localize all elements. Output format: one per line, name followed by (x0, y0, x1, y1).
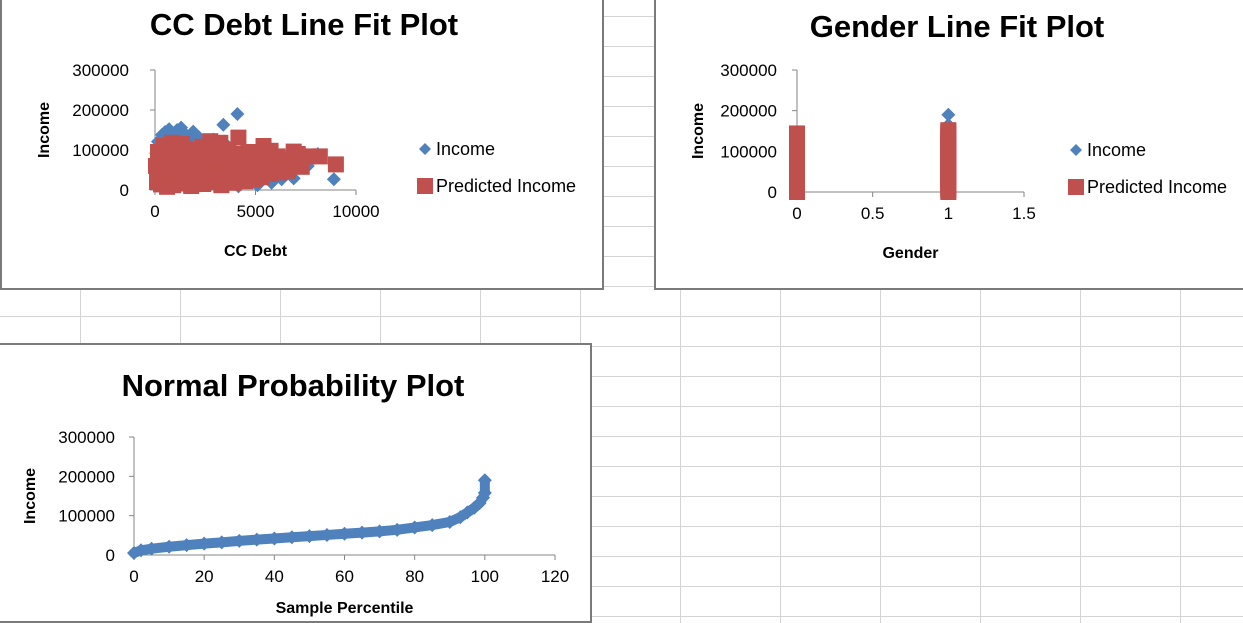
income-point (941, 107, 956, 122)
income-point (407, 520, 422, 535)
legend-entry-income: Income (1087, 140, 1146, 160)
income-point (319, 527, 334, 542)
x-axis-title: Sample Percentile (276, 600, 414, 617)
x-axis-title: CC Debt (224, 243, 288, 260)
y-tick-label: 300000 (72, 61, 129, 80)
cc-debt-chart: CC Debt Line Fit Plot3000002000001000000… (36, 7, 576, 260)
predicted-income-point (311, 148, 328, 165)
cc-debt-chart-panel[interactable]: CC Debt Line Fit Plot 300000 200000 100000 0… (0, 0, 604, 290)
legend-income-marker (1070, 144, 1082, 156)
y-tick-label: 100000 (720, 142, 777, 161)
x-tick-label: 0 (129, 567, 138, 586)
y-tick-label: 100000 (58, 507, 115, 526)
x-tick-label: 40 (265, 567, 284, 586)
x-tick-label: 5000 (237, 202, 275, 221)
x-tick-label: 10000 (332, 202, 379, 221)
gender-chart: Gender Line Fit Plot30000020000010000000… (690, 9, 1227, 262)
series-predicted-income (789, 122, 957, 200)
income-point (144, 541, 159, 556)
series-income (790, 107, 956, 197)
y-axis-title: Income (690, 103, 707, 159)
legend-predicted-income-marker (1068, 179, 1084, 195)
y-tick-label: 100000 (72, 141, 129, 160)
income-point (372, 524, 387, 539)
y-tick-label: 200000 (72, 101, 129, 120)
y-tick-label: 200000 (720, 102, 777, 121)
predicted-income-point (230, 129, 247, 146)
y-tick-label: 200000 (58, 467, 115, 486)
chart-title: CC Debt Line Fit Plot (150, 7, 458, 42)
plot-area (789, 107, 957, 200)
y-axis-title: Income (22, 468, 39, 524)
legend-entry-predicted-income: Predicted Income (436, 176, 576, 196)
y-tick-label: 0 (768, 183, 777, 202)
x-tick-label: 100 (471, 567, 499, 586)
gender-chart-panel[interactable]: Gender Line Fit Plot 300000 200000 100000 0 0… (654, 0, 1243, 290)
predicted-income-point (789, 125, 805, 142)
income-point (216, 117, 231, 132)
income-point (232, 533, 247, 548)
x-tick-label: 120 (541, 567, 569, 586)
income-point (477, 485, 492, 500)
income-point (453, 510, 468, 525)
x-tick-label: 0 (150, 202, 159, 221)
x-tick-label: 80 (405, 567, 424, 586)
x-axis-title: Gender (882, 245, 938, 262)
series-predicted-income (148, 129, 344, 195)
income-point (179, 538, 194, 553)
income-point (230, 107, 245, 121)
income-point (425, 518, 440, 533)
plot-area (127, 473, 492, 561)
y-tick-label: 300000 (58, 428, 115, 447)
income-point (214, 535, 229, 550)
income-point (390, 522, 405, 537)
income-point (326, 172, 341, 187)
legend-entry-predicted-income: Predicted Income (1087, 177, 1227, 197)
chart-title: Normal Probability Plot (122, 368, 465, 403)
y-tick-label: 300000 (720, 61, 777, 80)
income-point (355, 525, 370, 540)
income-point (127, 546, 141, 561)
legend-income-marker (419, 143, 431, 155)
predicted-income-point (279, 162, 296, 179)
x-tick-label: 60 (335, 567, 354, 586)
x-tick-label: 20 (195, 567, 214, 586)
plot-area (148, 107, 344, 195)
normal-probability-chart: Normal Probability Plot30000020000010000… (22, 368, 569, 617)
income-point (442, 514, 457, 529)
income-point (467, 500, 482, 515)
income-point (337, 526, 352, 541)
x-tick-label: 0 (792, 204, 801, 223)
predicted-income-point (327, 156, 344, 173)
x-tick-label: 0.5 (861, 204, 885, 223)
chart-title: Gender Line Fit Plot (810, 9, 1105, 44)
predicted-income-point (299, 148, 316, 165)
income-point (162, 539, 177, 554)
predicted-income-point (940, 122, 957, 139)
income-point (477, 473, 492, 488)
income-point (302, 529, 317, 544)
income-point (267, 531, 282, 546)
normal-probability-chart-panel[interactable]: Normal Probability Plot 300000 200000 10000… (0, 343, 592, 623)
x-tick-label: 1.5 (1012, 204, 1036, 223)
y-tick-label: 0 (106, 546, 115, 565)
legend: Income Predicted Income (1068, 140, 1227, 197)
income-point (134, 543, 149, 558)
income-point (284, 530, 299, 545)
y-tick-label: 0 (120, 181, 129, 200)
legend-predicted-income-marker (417, 178, 433, 194)
y-axis-title: Income (36, 102, 53, 158)
x-tick-label: 1 (944, 204, 953, 223)
legend-entry-income: Income (436, 139, 495, 159)
series-income (127, 473, 492, 561)
income-point (249, 532, 264, 547)
income-point (197, 536, 212, 551)
legend: Income Predicted Income (417, 139, 576, 196)
